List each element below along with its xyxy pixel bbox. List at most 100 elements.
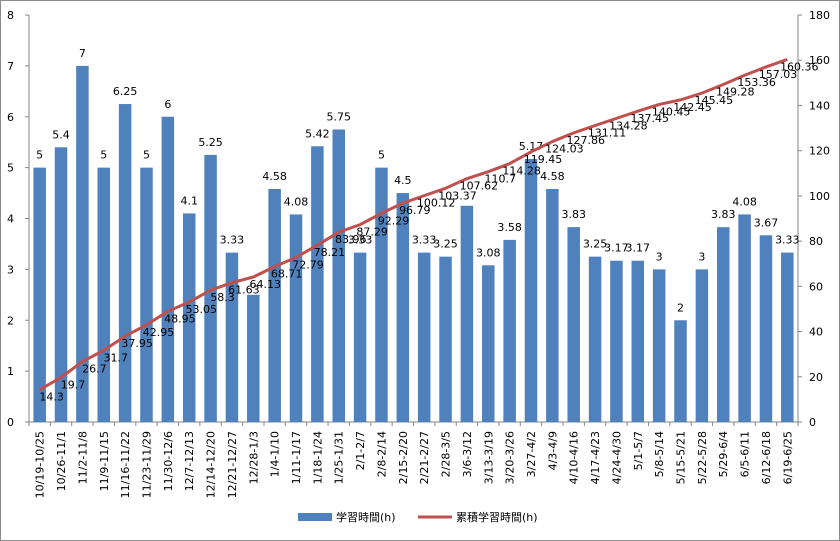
x-tick-label: 11/9-11/15 — [98, 431, 111, 491]
bar-data-label: 2 — [677, 301, 684, 314]
line-data-label: 61.63 — [228, 284, 260, 297]
x-tick-label: 3/6-3/12 — [461, 431, 474, 477]
bar-data-label: 4.5 — [394, 174, 412, 187]
line-data-label: 114.28 — [502, 165, 541, 178]
bar — [631, 260, 645, 422]
bar — [588, 256, 602, 422]
line-data-label: 31.7 — [104, 351, 129, 364]
bar — [140, 167, 153, 422]
bar — [695, 269, 709, 422]
legend-swatch-bars — [298, 513, 332, 521]
bar — [738, 214, 751, 422]
line-data-label: 14.3 — [39, 391, 64, 404]
x-tick-label: 4/3-4/9 — [546, 431, 559, 470]
left-tick-label: 0 — [7, 416, 14, 429]
line-data-label: 160.36 — [780, 60, 819, 73]
line-data-label: 53.05 — [185, 303, 217, 316]
bar-series — [33, 65, 794, 422]
line-data-label: 137.45 — [631, 112, 670, 125]
line-data-label: 140.45 — [652, 105, 691, 118]
left-tick-label: 8 — [7, 9, 14, 22]
x-tick-label: 2/21-2/27 — [418, 431, 431, 484]
bar-data-label: 3.83 — [561, 208, 586, 221]
x-tick-label: 5/15-5/21 — [675, 431, 688, 484]
bar — [289, 214, 303, 422]
bar — [524, 158, 538, 422]
bar-data-label: 3.17 — [604, 242, 629, 255]
left-tick-label: 2 — [7, 314, 14, 327]
bar — [546, 188, 559, 422]
line-data-labels: 14.319.7 26.731.737.9542.9548.9553.0558.3… — [39, 60, 818, 403]
line-data-label: 58.3 — [210, 291, 235, 304]
x-tick-label: 3/13-3/19 — [482, 431, 495, 484]
x-tick-label: 1/4-1/10 — [269, 431, 282, 477]
x-tick-label: 10/19-10/25 — [34, 431, 47, 498]
bar-data-label: 5 — [36, 149, 43, 162]
right-tick-label: 20 — [809, 371, 823, 384]
x-tick-label: 1/25-1/31 — [333, 431, 346, 484]
left-tick-label: 7 — [7, 60, 14, 73]
bar-data-label: 4.58 — [262, 170, 287, 183]
x-tick-label: 12/28-1/3 — [247, 431, 260, 484]
x-tick-label: 1/11-1/17 — [290, 431, 303, 484]
bar-data-label: 5.4 — [52, 128, 70, 141]
line-data-label: 153.36 — [737, 76, 776, 89]
x-tick-label: 12/14-12/20 — [205, 431, 218, 498]
bar — [225, 252, 239, 422]
line-data-label: 83.96 — [335, 233, 367, 246]
x-tick-label: 6/19-6/25 — [781, 431, 794, 484]
bar-data-label: 3.33 — [220, 234, 245, 247]
bar-data-label: 5 — [378, 149, 385, 162]
right-tick-label: 160 — [809, 54, 830, 67]
x-tick-label: 2/8-2/14 — [375, 431, 388, 477]
bar-data-label: 3.08 — [476, 246, 501, 259]
right-tick-label: 100 — [809, 190, 830, 203]
line-data-label: 42.95 — [143, 326, 175, 339]
bar — [439, 256, 452, 422]
line-data-label: 96.79 — [399, 204, 431, 217]
bar — [375, 167, 388, 422]
legend-label-bars: 学習時間(h) — [336, 510, 396, 524]
x-tick-label: 2/28-3/5 — [440, 431, 453, 477]
bar-data-label: 5 — [143, 149, 150, 162]
bar-data-label: 3.33 — [348, 234, 373, 247]
line-data-label: 87.29 — [356, 226, 388, 239]
bar — [781, 252, 794, 422]
x-tick-label: 3/27-4/2 — [525, 431, 538, 477]
line-data-label: 124.03 — [545, 143, 584, 156]
bar-data-label: 3.33 — [412, 234, 437, 247]
bar — [417, 252, 431, 422]
line-data-label: 142.45 — [673, 101, 712, 114]
bar — [759, 235, 773, 422]
bar-data-label: 5.75 — [326, 110, 351, 123]
bar-data-label: 3.33 — [775, 234, 800, 247]
x-tick-label: 4/17-4/23 — [589, 431, 602, 484]
line-data-label: 134.28 — [609, 119, 648, 132]
x-tick-label: 5/1-5/7 — [632, 431, 645, 470]
bar-data-label: 4.1 — [180, 194, 198, 207]
x-tick-label: 2/15-2/20 — [397, 431, 410, 484]
line-data-label: 78.21 — [314, 246, 346, 259]
bar — [503, 239, 516, 422]
line-data-label: 110.7 — [485, 173, 517, 186]
bar-data-label: 3.25 — [583, 238, 608, 251]
line-data-label: 92.29 — [378, 214, 410, 227]
bar-data-label: 4.08 — [732, 195, 757, 208]
x-tick-label: 10/26-11/1 — [55, 431, 68, 491]
x-tick-label: 6/5-6/11 — [739, 431, 752, 477]
legend-label-line: 累積学習時間(h) — [456, 510, 538, 524]
left-tick-label: 3 — [7, 263, 14, 276]
bar — [311, 146, 324, 422]
x-tick-label: 1/18-1/24 — [311, 431, 324, 484]
x-tick-label: 11/30-12/6 — [162, 431, 175, 491]
line-data-label: 127.86 — [566, 134, 605, 147]
line-data-label: 119.45 — [524, 153, 563, 166]
line-data-label: 72.79 — [292, 258, 324, 271]
x-tick-label: 2/1-2/7 — [354, 431, 367, 470]
bar — [118, 104, 132, 422]
x-tick-label: 5/22-5/28 — [696, 431, 709, 484]
bar — [716, 227, 730, 422]
right-tick-label: 180 — [809, 9, 830, 22]
